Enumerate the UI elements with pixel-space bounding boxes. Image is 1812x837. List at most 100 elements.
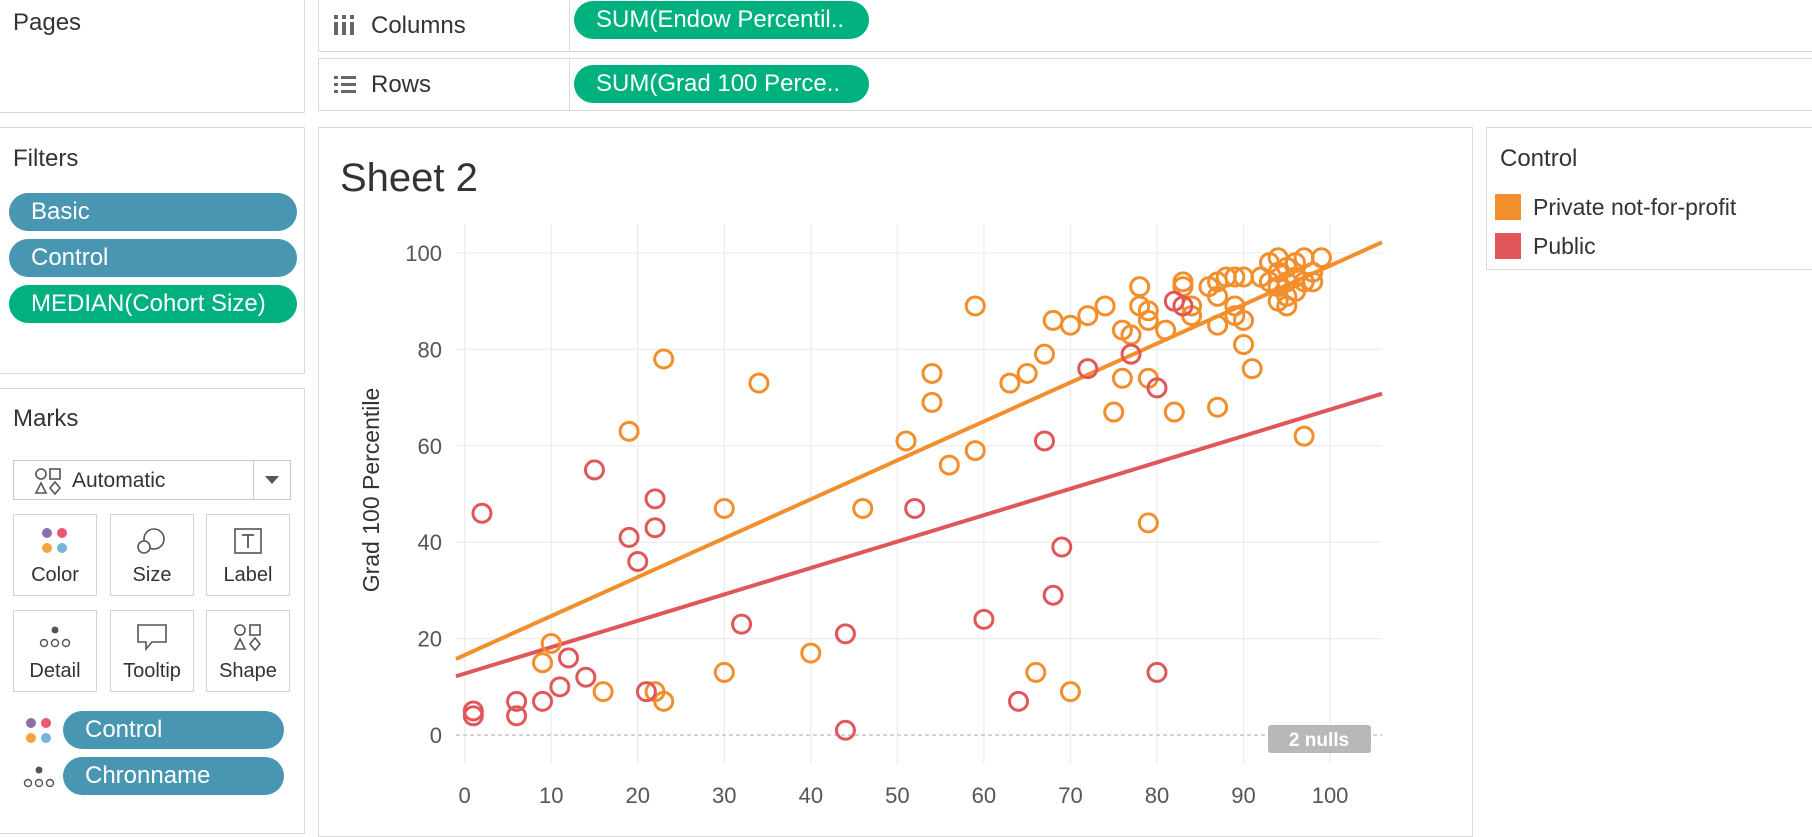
nulls-badge[interactable] (1268, 725, 1371, 753)
data-point-public[interactable] (644, 488, 666, 510)
data-point-public[interactable] (627, 551, 649, 572)
data-point-public[interactable] (1033, 430, 1055, 452)
trend-line-public[interactable] (455, 391, 1383, 679)
data-point-private-not-for-profit[interactable] (1033, 343, 1055, 365)
data-point-private-not-for-profit[interactable] (1233, 334, 1255, 356)
x-tick-label: 40 (799, 783, 823, 808)
data-point-private-not-for-profit[interactable] (1207, 314, 1229, 336)
marks-shape-button[interactable]: Shape (206, 610, 290, 692)
data-point-private-not-for-profit[interactable] (921, 391, 943, 413)
data-point-private-not-for-profit[interactable] (1207, 396, 1229, 418)
data-point-private-not-for-profit[interactable] (800, 642, 822, 664)
data-point-public[interactable] (1051, 536, 1073, 558)
marks-field-chronname[interactable]: Chronname (63, 757, 284, 795)
data-point-private-not-for-profit[interactable] (1025, 661, 1047, 683)
data-point-private-not-for-profit[interactable] (1233, 309, 1255, 331)
data-point-private-not-for-profit[interactable] (713, 661, 735, 683)
data-point-private-not-for-profit[interactable] (1207, 285, 1229, 307)
data-point-private-not-for-profit[interactable] (1310, 247, 1332, 269)
data-point-public[interactable] (1042, 584, 1064, 606)
data-point-private-not-for-profit[interactable] (1241, 358, 1263, 380)
data-point-private-not-for-profit[interactable] (999, 372, 1021, 394)
data-point-public[interactable] (1146, 377, 1168, 399)
rows-shelf[interactable]: Rows SUM(Grad 100 Perce.. (318, 58, 1812, 111)
marks-tooltip-button[interactable]: Tooltip (110, 610, 194, 692)
marks-detail-button[interactable]: Detail (13, 610, 97, 692)
marks-label-button[interactable]: Label (206, 514, 290, 596)
data-point-private-not-for-profit[interactable] (653, 348, 675, 370)
data-point-public[interactable] (558, 647, 580, 669)
data-point-private-not-for-profit[interactable] (1163, 401, 1185, 423)
data-point-public[interactable] (462, 705, 484, 727)
data-point-public[interactable] (583, 459, 605, 481)
mark-type-dropdown[interactable]: Automatic (13, 460, 291, 500)
data-point-private-not-for-profit[interactable] (1111, 367, 1133, 389)
data-point-private-not-for-profit[interactable] (1059, 681, 1081, 703)
mark-type-dropdown-toggle[interactable] (253, 461, 290, 499)
marks-color-button[interactable]: Color (13, 514, 97, 596)
data-point-public[interactable] (731, 613, 753, 635)
data-point-private-not-for-profit[interactable] (540, 632, 562, 654)
data-point-private-not-for-profit[interactable] (1094, 295, 1116, 317)
marks-field-control[interactable]: Control (63, 711, 284, 749)
data-point-private-not-for-profit[interactable] (964, 440, 986, 462)
data-point-private-not-for-profit[interactable] (1293, 425, 1315, 447)
columns-shelf[interactable]: Columns SUM(Endow Percentil.. (318, 0, 1812, 52)
rows-pill[interactable]: SUM(Grad 100 Perce.. (574, 65, 869, 103)
data-point-private-not-for-profit[interactable] (1224, 266, 1246, 288)
data-point-private-not-for-profit[interactable] (532, 652, 554, 674)
data-point-private-not-for-profit[interactable] (1016, 362, 1038, 384)
filter-pill-basic[interactable]: Basic (9, 193, 297, 231)
marks-size-label: Size (132, 564, 172, 586)
data-point-public[interactable] (471, 502, 493, 524)
data-point-private-not-for-profit[interactable] (1155, 319, 1177, 341)
data-point-public[interactable] (973, 608, 995, 630)
data-point-private-not-for-profit[interactable] (1042, 309, 1064, 331)
data-point-public[interactable] (834, 623, 856, 645)
data-point-public[interactable] (644, 517, 666, 539)
data-point-private-not-for-profit[interactable] (964, 295, 986, 317)
marks-panel: Marks Automatic Color Size (0, 388, 305, 834)
y-axis-title: Grad 100 Percentile (358, 388, 384, 593)
data-point-public[interactable] (1172, 295, 1194, 317)
x-tick-label: 20 (625, 783, 649, 808)
data-point-private-not-for-profit[interactable] (1103, 401, 1125, 423)
data-point-private-not-for-profit[interactable] (1302, 271, 1324, 293)
shape-icon (233, 624, 262, 652)
data-point-private-not-for-profit[interactable] (713, 497, 735, 519)
data-point-public[interactable] (1120, 343, 1142, 365)
marks-size-button[interactable]: Size (110, 514, 194, 596)
data-point-public[interactable] (904, 497, 926, 519)
filter-pill-median-cohort-size[interactable]: MEDIAN(Cohort Size) (9, 285, 297, 323)
data-point-public[interactable] (549, 676, 571, 698)
data-point-private-not-for-profit[interactable] (921, 362, 943, 384)
nulls-indicator[interactable]: 2 nulls (1268, 725, 1371, 753)
sheet-title: Sheet 2 (340, 156, 478, 200)
data-point-public[interactable] (834, 719, 856, 741)
data-point-public[interactable] (618, 526, 640, 548)
data-point-private-not-for-profit[interactable] (748, 372, 770, 394)
data-point-private-not-for-profit[interactable] (592, 681, 614, 703)
x-tick-label: 60 (972, 783, 996, 808)
data-point-private-not-for-profit[interactable] (653, 690, 675, 712)
filter-pill-control[interactable]: Control (9, 239, 297, 277)
data-point-private-not-for-profit[interactable] (852, 497, 874, 519)
columns-pill[interactable]: SUM(Endow Percentil.. (574, 1, 869, 39)
data-point-private-not-for-profit[interactable] (1129, 276, 1151, 298)
data-point-private-not-for-profit[interactable] (1059, 314, 1081, 336)
data-point-private-not-for-profit[interactable] (938, 454, 960, 476)
data-point-private-not-for-profit[interactable] (1077, 305, 1099, 327)
data-point-public[interactable] (532, 690, 554, 712)
data-point-private-not-for-profit[interactable] (1137, 309, 1159, 331)
data-point-public[interactable] (1077, 358, 1099, 380)
data-point-private-not-for-profit[interactable] (1137, 512, 1159, 534)
data-point-public[interactable] (635, 681, 657, 703)
data-point-public[interactable] (506, 690, 528, 712)
data-point-public[interactable] (1008, 690, 1030, 712)
data-point-public[interactable] (575, 666, 597, 688)
data-point-private-not-for-profit[interactable] (618, 420, 640, 442)
data-point-public[interactable] (506, 705, 528, 727)
data-point-private-not-for-profit[interactable] (1137, 300, 1159, 322)
data-point-public[interactable] (1146, 661, 1168, 683)
data-point-private-not-for-profit[interactable] (895, 430, 917, 452)
